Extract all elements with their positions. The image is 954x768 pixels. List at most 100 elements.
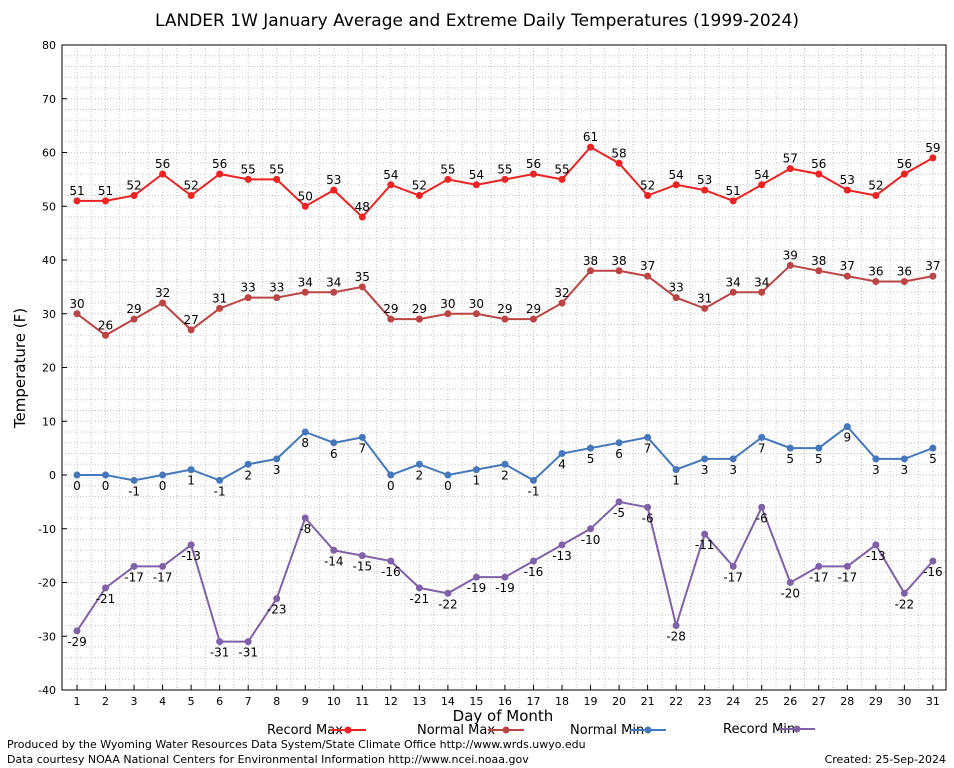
record-min-point	[558, 541, 566, 549]
normal-min-point	[587, 444, 595, 452]
x-tick-label: 8	[273, 695, 280, 708]
footer-created-date: Created: 25-Sep-2024	[825, 753, 946, 766]
record-min-point	[900, 589, 908, 597]
normal-max-point	[729, 288, 737, 296]
normal-min-point	[843, 423, 851, 431]
normal-min-data-label: 8	[301, 436, 309, 450]
record-min-point	[786, 579, 794, 586]
normal-max-point	[815, 267, 823, 275]
record-max-point	[130, 192, 138, 199]
normal-min-data-label: 4	[558, 458, 566, 472]
normal-min-data-label: 5	[929, 452, 937, 466]
normal-min-point	[130, 476, 138, 484]
normal-min-point	[729, 455, 737, 463]
record-max-data-label: 54	[469, 168, 484, 182]
normal-max-point	[786, 261, 794, 269]
normal-min-data-label: -1	[214, 484, 226, 498]
record-min-data-label: -14	[324, 554, 344, 568]
record-min-point	[358, 552, 366, 560]
record-max-point	[843, 186, 851, 194]
normal-max-data-label: 29	[412, 302, 427, 316]
record-min-data-label: -28	[666, 630, 686, 644]
x-tick-label: 15	[469, 695, 483, 708]
record-min-point	[244, 638, 252, 646]
record-min-data-label: -17	[838, 570, 858, 584]
normal-min-data-label: 3	[729, 463, 737, 477]
record-min-data-label: -20	[780, 587, 800, 601]
record-min-data-label: -13	[866, 549, 886, 563]
x-tick-label: 29	[869, 695, 883, 708]
record-min-point	[159, 562, 167, 570]
normal-min-data-label: 2	[244, 468, 252, 482]
legend-label: Record Max	[267, 723, 343, 738]
record-min-point	[615, 498, 623, 506]
record-max-data-label: 53	[326, 173, 341, 187]
record-max-data-label: 55	[440, 162, 455, 176]
record-min-data-label: -17	[153, 570, 173, 584]
record-max-data-label: 56	[155, 157, 170, 171]
legend-item-record-min: Record Min	[723, 722, 815, 737]
record-max-data-label: 53	[697, 173, 712, 187]
normal-min-point	[387, 471, 395, 479]
record-max-data-label: 56	[811, 157, 826, 171]
record-max-point	[929, 154, 937, 162]
normal-max-data-label: 36	[868, 265, 883, 279]
record-min-point	[729, 562, 737, 570]
x-tick-label: 1	[74, 695, 81, 708]
record-min-point	[472, 573, 480, 581]
record-min-point	[273, 595, 281, 603]
record-min-data-label: -5	[613, 506, 625, 520]
normal-max-data-label: 29	[383, 302, 398, 316]
normal-max-point	[929, 272, 937, 280]
record-max-data-label: 52	[868, 179, 883, 193]
legend-marker	[793, 725, 801, 733]
y-tick-label: 70	[42, 93, 56, 106]
legend-marker	[502, 726, 510, 734]
record-min-point	[501, 573, 509, 581]
record-max-point	[615, 159, 623, 167]
record-max-data-label: 51	[726, 184, 741, 198]
normal-max-data-label: 33	[269, 281, 284, 295]
x-tick-label: 27	[812, 695, 826, 708]
x-tick-label: 30	[897, 695, 911, 708]
normal-min-data-label: 3	[872, 463, 880, 477]
record-max-data-label: 54	[383, 168, 398, 182]
y-axis-label: Temperature (F)	[11, 308, 29, 429]
record-max-point	[672, 181, 680, 189]
normal-min-point	[558, 450, 566, 457]
normal-min-point	[216, 476, 224, 484]
normal-max-data-label: 34	[754, 275, 769, 289]
chart-title: LANDER 1W January Average and Extreme Da…	[155, 11, 799, 31]
record-max-data-label: 58	[611, 146, 626, 160]
normal-min-point	[872, 455, 880, 463]
x-tick-label: 17	[526, 695, 540, 708]
record-min-data-label: -21	[410, 592, 430, 606]
normal-max-data-label: 30	[440, 297, 455, 311]
legend-item-record-max: Record Max	[267, 723, 366, 738]
normal-max-data-label: 30	[469, 297, 484, 311]
normal-max-point	[615, 267, 623, 275]
x-tick-label: 5	[188, 695, 195, 708]
record-min-point	[644, 503, 652, 511]
x-tick-label: 3	[131, 695, 138, 708]
normal-min-point	[701, 455, 709, 463]
legend-marker	[644, 726, 652, 734]
record-max-point	[872, 192, 880, 199]
record-max-point	[273, 175, 281, 183]
normal-max-point	[130, 315, 138, 323]
normal-max-point	[587, 267, 595, 275]
record-max-series: 51 51 52 56 52 56 55 55 50 53 48 54 52 55 54 55 56 55 61 58…	[69, 130, 941, 221]
normal-max-point	[644, 272, 652, 280]
record-max-point	[387, 181, 395, 189]
y-tick-label: -30	[38, 630, 56, 643]
record-min-point	[415, 584, 423, 592]
normal-max-data-label: 37	[640, 259, 655, 273]
normal-min-point	[758, 433, 766, 441]
normal-min-point	[929, 444, 937, 452]
normal-max-point	[102, 331, 110, 339]
normal-min-data-label: 0	[387, 479, 395, 493]
y-tick-label: -40	[38, 684, 56, 697]
x-tick-label: 24	[726, 695, 740, 708]
record-min-point	[587, 525, 595, 533]
record-min-point	[444, 589, 452, 597]
